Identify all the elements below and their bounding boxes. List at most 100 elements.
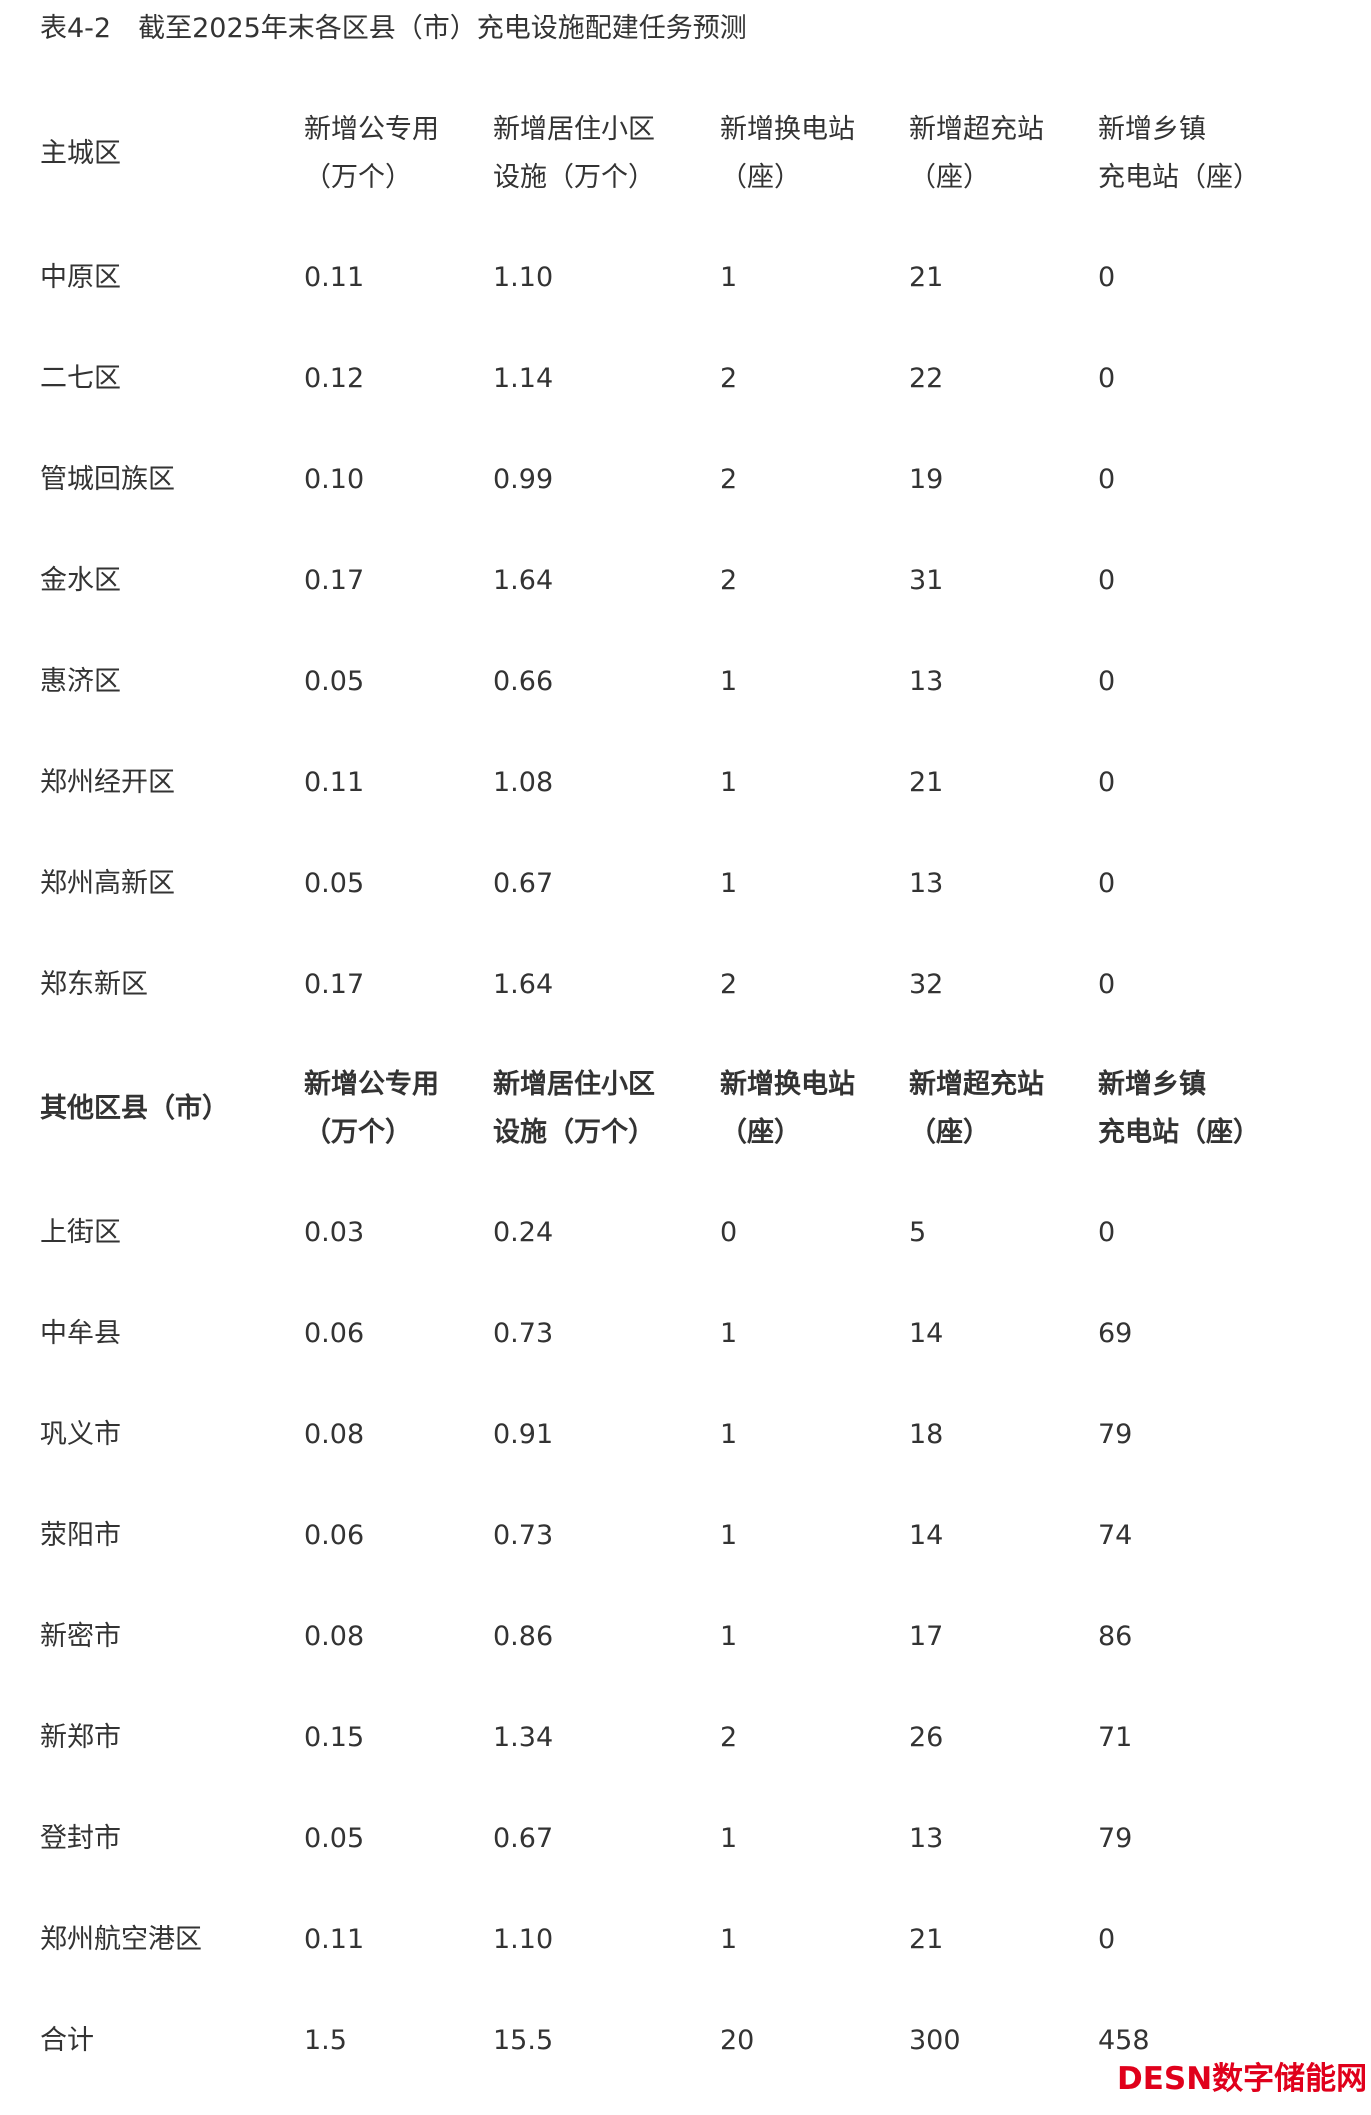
value-cell: 0 [1098,463,1116,495]
district-cell: 惠济区 [40,665,121,697]
district-cell: 郑州经开区 [40,766,175,798]
value-cell: 0.67 [493,1822,554,1854]
value-cell: 13 [909,1822,944,1854]
district-cell: 合计 [40,2024,94,2056]
table-row: 惠济区 0.05 0.66 1 13 0 [0,631,1371,732]
district-cell: 中牟县 [40,1317,121,1349]
value-cell: 17 [909,1620,944,1652]
header-cell: 新增超充站 （座） [909,113,1044,193]
value-cell: 0.08 [304,1620,365,1652]
value-cell: 0 [1098,1923,1116,1955]
value-cell: 0.17 [304,564,365,596]
value-cell: 0 [1098,766,1116,798]
table-header-row: 其他区县（市） 新增公专用 （万个） 新增居住小区 设施（万个） 新增换电站 （座） 新… [0,1035,1371,1182]
value-cell: 1.10 [493,261,554,293]
value-cell: 79 [1098,1418,1133,1450]
value-cell: 0 [1098,362,1116,394]
value-cell: 32 [909,968,944,1000]
value-cell: 1 [720,766,738,798]
header-cell: 新增换电站 （座） [720,1068,855,1148]
value-cell: 1 [720,867,738,899]
value-cell: 300 [909,2024,961,2056]
table-row: 金水区 0.17 1.64 2 31 0 [0,530,1371,631]
value-cell: 0.08 [304,1418,365,1450]
value-cell: 1 [720,1317,738,1349]
value-cell: 15.5 [493,2024,554,2056]
district-cell: 上街区 [40,1216,121,1248]
table-row: 中原区 0.11 1.10 1 21 0 [0,227,1371,328]
value-cell: 0 [1098,867,1116,899]
value-cell: 1 [720,1418,738,1450]
value-cell: 1 [720,1620,738,1652]
value-cell: 1 [720,261,738,293]
header-cell: 新增超充站 （座） [909,1068,1044,1148]
value-cell: 74 [1098,1519,1133,1551]
value-cell: 18 [909,1418,944,1450]
value-cell: 69 [1098,1317,1133,1349]
value-cell: 22 [909,362,944,394]
table-row: 上街区 0.03 0.24 0 5 0 [0,1182,1371,1283]
value-cell: 13 [909,867,944,899]
value-cell: 2 [720,1721,738,1753]
value-cell: 0 [720,1216,738,1248]
value-cell: 0.15 [304,1721,365,1753]
value-cell: 79 [1098,1822,1133,1854]
value-cell: 21 [909,766,944,798]
value-cell: 0.11 [304,1923,365,1955]
table-row: 荥阳市 0.06 0.73 1 14 74 [0,1485,1371,1586]
value-cell: 0.73 [493,1519,554,1551]
value-cell: 2 [720,362,738,394]
value-cell: 21 [909,1923,944,1955]
value-cell: 0.11 [304,766,365,798]
value-cell: 458 [1098,2024,1150,2056]
value-cell: 0.05 [304,665,365,697]
table-row: 新郑市 0.15 1.34 2 26 71 [0,1687,1371,1788]
district-cell: 巩义市 [40,1418,121,1450]
value-cell: 0.66 [493,665,554,697]
value-cell: 0 [1098,1216,1116,1248]
value-cell: 20 [720,2024,755,2056]
table-row: 郑州航空港区 0.11 1.10 1 21 0 [0,1889,1371,1990]
value-cell: 0.67 [493,867,554,899]
district-cell: 新郑市 [40,1721,121,1753]
table-row: 中牟县 0.06 0.73 1 14 69 [0,1283,1371,1384]
district-cell: 登封市 [40,1822,121,1854]
value-cell: 0.06 [304,1317,365,1349]
header-cell: 新增居住小区 设施（万个） [493,1068,655,1148]
value-cell: 1 [720,665,738,697]
value-cell: 2 [720,463,738,495]
value-cell: 14 [909,1317,944,1349]
value-cell: 1 [720,1822,738,1854]
value-cell: 13 [909,665,944,697]
value-cell: 2 [720,564,738,596]
value-cell: 14 [909,1519,944,1551]
district-cell: 郑州高新区 [40,867,175,899]
table-row: 登封市 0.05 0.67 1 13 79 [0,1788,1371,1889]
value-cell: 1.64 [493,564,554,596]
value-cell: 0.24 [493,1216,554,1248]
value-cell: 1.34 [493,1721,554,1753]
table-row: 管城回族区 0.10 0.99 2 19 0 [0,429,1371,530]
value-cell: 0.06 [304,1519,365,1551]
value-cell: 1.64 [493,968,554,1000]
value-cell: 0.05 [304,867,365,899]
value-cell: 0.03 [304,1216,365,1248]
header-cell: 新增换电站 （座） [720,113,855,193]
district-cell: 荥阳市 [40,1519,121,1551]
value-cell: 86 [1098,1620,1133,1652]
table-row: 郑州高新区 0.05 0.67 1 13 0 [0,833,1371,934]
value-cell: 0 [1098,968,1116,1000]
district-cell: 中原区 [40,261,121,293]
value-cell: 1.14 [493,362,554,394]
district-cell: 金水区 [40,564,121,596]
header-cell: 新增公专用 （万个） [304,113,439,193]
value-cell: 0 [1098,261,1116,293]
value-cell: 0 [1098,665,1116,697]
value-cell: 71 [1098,1721,1133,1753]
value-cell: 0.86 [493,1620,554,1652]
value-cell: 5 [909,1216,927,1248]
value-cell: 0.73 [493,1317,554,1349]
value-cell: 1.10 [493,1923,554,1955]
header-cell: 其他区县（市） [40,1092,229,1124]
district-cell: 二七区 [40,362,121,394]
